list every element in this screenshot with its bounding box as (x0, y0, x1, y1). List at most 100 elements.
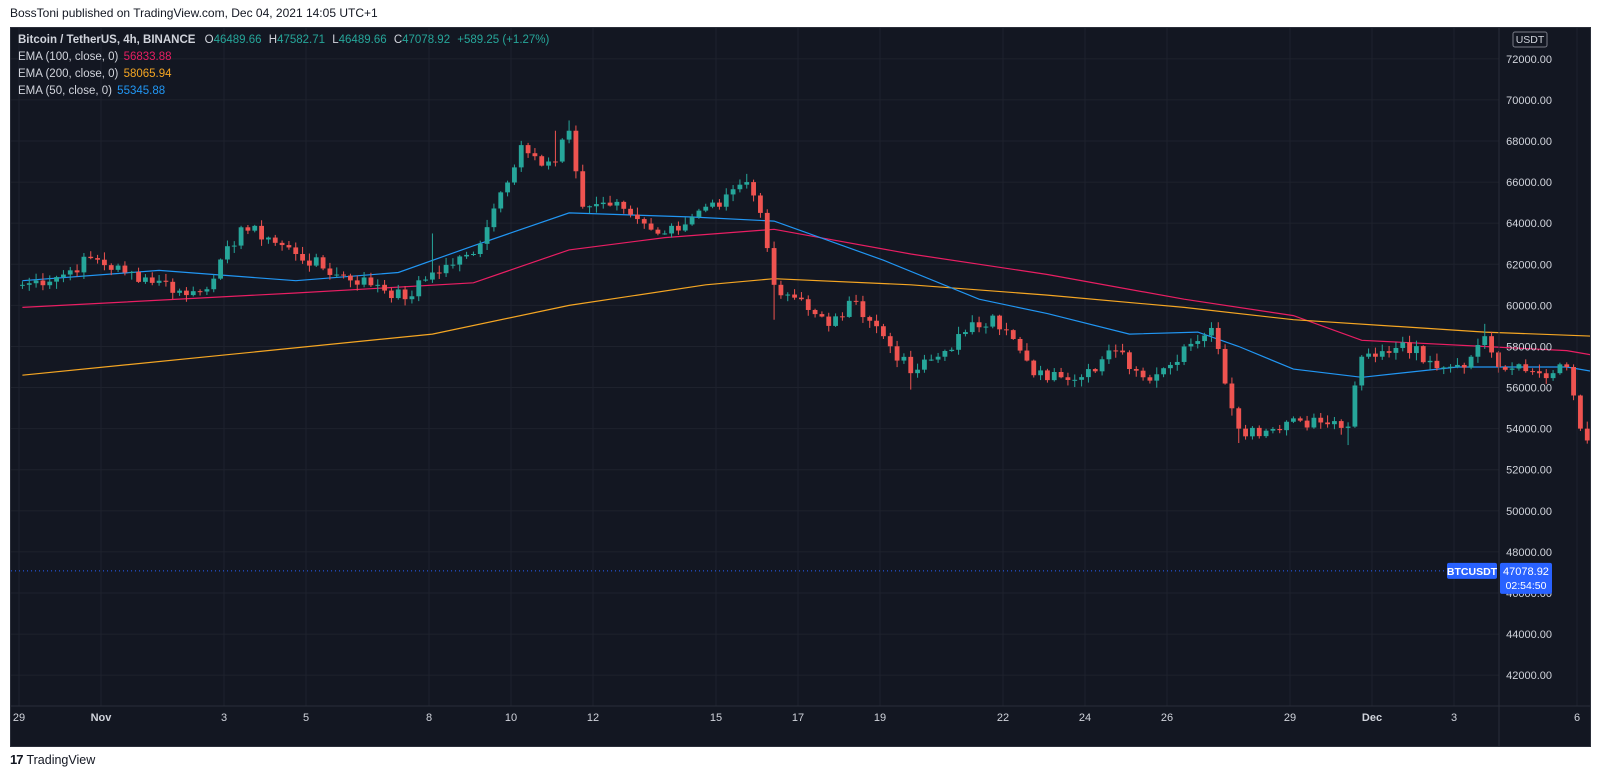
candle-body (1147, 377, 1153, 381)
candle (949, 347, 955, 352)
candle (799, 292, 804, 301)
candle (74, 264, 80, 277)
brand-name: TradingView (26, 752, 96, 767)
candle-body (867, 317, 873, 321)
price-chart[interactable]: 42000.0044000.0046000.0048000.0050000.00… (11, 28, 1590, 746)
candle-body (1065, 377, 1071, 380)
y-tick-label: 42000.00 (1506, 670, 1552, 682)
y-tick-label: 52000.00 (1506, 465, 1552, 477)
candle (532, 148, 538, 161)
close-value: 47078.92 (402, 34, 451, 46)
candle-body (20, 284, 25, 286)
grid (11, 28, 1578, 706)
candle-body (1420, 346, 1426, 363)
candle-body (334, 274, 340, 276)
candle-body (382, 284, 387, 291)
candle-body (1195, 341, 1201, 344)
candle (655, 227, 661, 236)
candle-body (389, 290, 394, 299)
candle-body (512, 167, 517, 183)
candle-body (771, 248, 777, 285)
y-tick-label: 62000.00 (1506, 259, 1552, 271)
candle-body (1161, 368, 1166, 375)
candle (361, 271, 367, 288)
candle-body (894, 346, 900, 361)
candle (689, 213, 695, 226)
candle (1400, 336, 1406, 352)
ema200-row[interactable]: EMA (200, close, 0) 58065.94 (18, 66, 549, 83)
candle (614, 199, 620, 211)
ema100-row[interactable]: EMA (100, close, 0) 56833.88 (18, 49, 549, 66)
candle (1420, 345, 1426, 364)
candle (641, 217, 647, 229)
candle (498, 191, 504, 213)
candle (348, 273, 353, 288)
candle-body (61, 274, 66, 278)
ema50-row[interactable]: EMA (50, close, 0) 55345.88 (18, 83, 549, 100)
candle (334, 267, 340, 278)
open-value: 46489.66 (213, 34, 262, 46)
candle-body (1297, 418, 1303, 421)
candle-body (805, 299, 811, 310)
candle-body (1058, 372, 1064, 378)
candle-body (785, 294, 791, 296)
candle (54, 275, 59, 289)
candle (1407, 335, 1412, 359)
candle-body (1400, 342, 1406, 348)
candle-body (669, 225, 674, 234)
candle (1441, 366, 1447, 375)
candle (1209, 322, 1214, 342)
candle (211, 274, 217, 293)
candle-body (491, 208, 497, 228)
last-price-box (1500, 562, 1552, 594)
ohlc-row: Bitcoin / TetherUS, 4h, BINANCE O46489.6… (18, 32, 549, 49)
candle (1147, 374, 1153, 384)
candle-body (758, 195, 763, 213)
x-tick-label: 10 (505, 712, 517, 724)
candle-body (1379, 351, 1385, 357)
candle-body (710, 202, 715, 207)
candle-body (1537, 371, 1542, 374)
candle-body (1352, 385, 1358, 427)
candle (1496, 351, 1501, 373)
candle-body (1318, 417, 1324, 423)
candle (471, 251, 476, 257)
candle (259, 220, 264, 246)
candle-body (1004, 329, 1009, 331)
candle-body (1250, 427, 1255, 437)
candle-body (573, 130, 579, 172)
candle-body (368, 277, 374, 286)
candle (525, 142, 531, 158)
x-tick-label: 29 (13, 712, 25, 724)
candle (1352, 381, 1358, 428)
candle (635, 207, 640, 224)
candle-body (1502, 367, 1508, 370)
candle (1065, 372, 1071, 386)
candle (33, 273, 39, 288)
candle (286, 241, 292, 250)
y-tick-label: 44000.00 (1506, 629, 1552, 641)
candle-body (1181, 346, 1187, 362)
candle-body (1366, 353, 1371, 357)
candle-body (600, 202, 606, 205)
candle (1393, 342, 1399, 360)
tradingview-logo-icon: 17 (10, 752, 24, 767)
candle (1291, 416, 1296, 424)
candle-body (54, 277, 59, 282)
time-axis[interactable]: 29 Nov 3 5 8 10 12 15 17 19 22 24 26 29 Dec 3 6 (11, 705, 1590, 724)
candle (1106, 344, 1112, 364)
candle-body (40, 280, 46, 286)
candle-body (1127, 352, 1132, 370)
candle (238, 225, 244, 250)
candle (833, 313, 838, 327)
candle-body (1489, 336, 1494, 353)
chart-panel[interactable]: 42000.00 44000.00 46000.00 48000.00 50000.00… (10, 27, 1591, 747)
candle-body (553, 161, 558, 163)
candle-body (778, 284, 784, 296)
footer-brand[interactable]: 17 TradingView (10, 752, 95, 767)
price-axis[interactable]: 42000.0044000.0046000.0048000.0050000.00… (1447, 28, 1552, 746)
candle (1543, 369, 1549, 384)
candle (1174, 354, 1180, 371)
candle-body (1482, 336, 1488, 346)
symbol-title[interactable]: Bitcoin / TetherUS, 4h, BINANCE (18, 34, 196, 46)
